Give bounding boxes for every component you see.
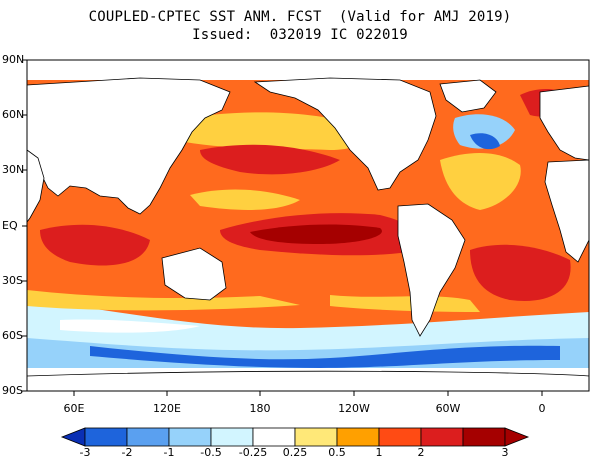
colorbar-label: 2: [417, 446, 425, 459]
colorbar-segment: [126, 427, 170, 447]
colorbar-segment: [168, 427, 212, 447]
colorbar-label: 0.25: [282, 446, 308, 459]
colorbar-segment: [252, 427, 296, 447]
lon-label-60w: 60W: [435, 402, 461, 415]
colorbar-label: 0.5: [328, 446, 346, 459]
lat-label-30n: 30N: [2, 163, 25, 176]
lon-label-180: 180: [249, 402, 271, 415]
lat-label-60s: 60S: [2, 329, 23, 342]
lat-label-60n: 60N: [2, 108, 25, 121]
lon-label-0: 0: [538, 402, 546, 415]
map-title: COUPLED-CPTEC SST ANM. FCST (Valid for A…: [88, 9, 512, 25]
colorbar-label: -0.5: [200, 446, 222, 459]
colorbar-segment: [210, 427, 254, 447]
colorbar: [60, 427, 530, 447]
lat-label-30s: 30S: [2, 274, 23, 287]
lat-label-90s: 90S: [2, 384, 23, 397]
colorbar-segment: [504, 427, 530, 447]
lon-label-60e: 60E: [63, 402, 85, 415]
colorbar-label: -3: [79, 446, 91, 459]
continents: [26, 77, 590, 392]
colorbar-segment: [378, 427, 422, 447]
colorbar-label: -2: [121, 446, 133, 459]
colorbar-label: -0.25: [238, 446, 268, 459]
axis-ticks: [22, 59, 543, 396]
lon-label-120w: 120W: [338, 402, 370, 415]
colorbar-segment: [294, 427, 338, 447]
lat-label-90n: 90N: [2, 53, 25, 66]
colorbar-segment: [84, 427, 128, 447]
map-subtitle: Issued: 032019 IC 022019: [192, 27, 408, 43]
colorbar-label: 1: [375, 446, 383, 459]
colorbar-label: -1: [163, 446, 175, 459]
colorbar-segment: [336, 427, 380, 447]
colorbar-segment: [420, 427, 464, 447]
colorbar-segment: [60, 427, 86, 447]
lat-label-eq: EQ: [2, 219, 18, 232]
lon-label-120e: 120E: [153, 402, 181, 415]
colorbar-label: 3: [501, 446, 509, 459]
colorbar-segment: [462, 427, 506, 447]
